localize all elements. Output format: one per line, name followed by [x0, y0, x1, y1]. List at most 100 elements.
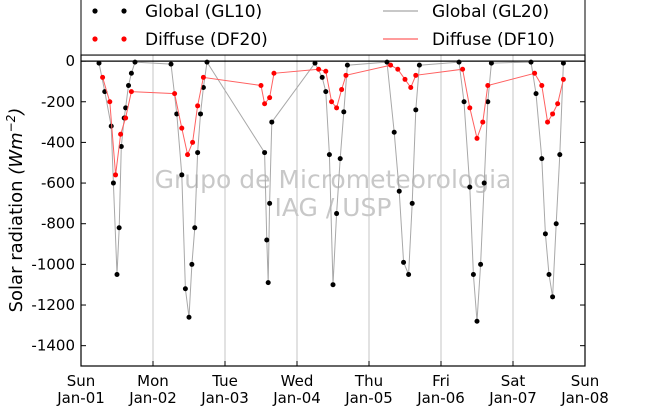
x-tick-label-day: Mon: [137, 372, 169, 390]
grid-layer: [152, 55, 514, 366]
x-tick-label-date: Jan-06: [416, 389, 465, 407]
data-point: [480, 119, 486, 125]
watermark: Grupo de Micrometeorologia IAG / USP: [155, 165, 512, 222]
watermark-line-1: Grupo de Micrometeorologia: [155, 165, 512, 194]
data-point: [474, 135, 480, 141]
data-point: [485, 82, 491, 88]
x-axis: SunJan-01MonJan-02TueJan-03WedJan-04ThuJ…: [56, 361, 609, 407]
data-point: [542, 231, 548, 237]
series-line: [102, 64, 564, 175]
data-point: [118, 143, 124, 149]
y-axis: 0 -200 -400 -600 -800 -1000 -1200 -1400: [31, 52, 585, 355]
y-tick-label: -200: [41, 93, 75, 111]
x-tick-label-day: Wed: [281, 372, 314, 390]
data-point: [186, 314, 192, 320]
data-point: [467, 105, 473, 111]
x-tick-label-day: Sun: [571, 372, 600, 390]
data-point: [100, 74, 106, 80]
data-point: [391, 129, 397, 135]
data-point: [319, 74, 325, 80]
x-tick-label-date: Jan-01: [56, 389, 105, 407]
data-point: [329, 99, 335, 105]
data-point: [560, 76, 566, 82]
data-point: [128, 70, 134, 76]
series-1: [100, 62, 566, 178]
x-tick-label-date: Jan-03: [200, 389, 249, 407]
x-tick-label-day: Fri: [432, 372, 450, 390]
data-point: [179, 172, 185, 178]
data-point: [539, 82, 545, 88]
data-point: [470, 272, 476, 278]
legend-label-diffuse-df20: Diffuse (DF20): [145, 30, 268, 50]
data-point: [126, 82, 132, 88]
data-point: [339, 87, 345, 93]
data-point: [408, 85, 414, 91]
x-tick-label-date: Jan-04: [272, 389, 321, 407]
data-point: [200, 74, 206, 80]
data-point: [546, 272, 552, 278]
data-point: [113, 172, 119, 178]
data-point: [182, 286, 188, 292]
data-point: [195, 103, 201, 109]
data-point: [330, 282, 336, 288]
x-tick-label-day: Sat: [501, 372, 526, 390]
legend-marker-diffuse-df20-b: [121, 36, 127, 42]
data-point: [416, 62, 422, 68]
data-point: [123, 115, 129, 121]
data-point: [323, 68, 329, 74]
legend-label-diffuse-df10: Diffuse (DF10): [432, 30, 555, 50]
data-point: [96, 60, 102, 66]
x-tick-label-date: Jan-07: [488, 389, 537, 407]
data-point: [488, 60, 494, 66]
x-tick-label-date: Jan-08: [560, 389, 609, 407]
data-point: [110, 180, 116, 186]
data-point: [118, 131, 124, 137]
legend-label-global-gl10: Global (GL10): [145, 2, 262, 22]
data-point: [195, 150, 201, 156]
data-point: [269, 119, 275, 125]
data-point: [179, 125, 185, 131]
data-point: [116, 225, 122, 231]
data-point: [200, 85, 206, 91]
y-axis-unit-base: (Wm: [6, 132, 27, 174]
data-point: [172, 91, 178, 97]
data-point: [528, 59, 534, 65]
data-point: [532, 70, 538, 76]
data-point: [264, 237, 270, 243]
data-point: [190, 139, 196, 145]
data-point: [204, 59, 210, 65]
data-point: [316, 66, 322, 72]
data-point: [271, 70, 277, 76]
data-point: [413, 72, 419, 78]
data-point: [401, 259, 407, 265]
data-point: [334, 211, 340, 217]
data-point: [114, 272, 120, 278]
data-point: [555, 101, 561, 107]
y-tick-label: -600: [41, 174, 75, 192]
x-tick-label-date: Jan-02: [128, 389, 177, 407]
data-point: [185, 152, 191, 158]
legend-marker-diffuse-df20-a: [92, 36, 98, 42]
legend-entry-global-gl20: Global (GL20): [383, 2, 549, 22]
data-point: [461, 99, 467, 105]
data-point: [396, 188, 402, 194]
data-point: [550, 111, 556, 117]
data-point: [174, 111, 180, 117]
data-point: [343, 72, 349, 78]
y-axis-title-text: Solar radiation: [6, 180, 27, 312]
data-point: [388, 62, 394, 68]
data-point: [341, 109, 347, 115]
data-point: [326, 152, 332, 158]
y-tick-label: -400: [41, 133, 75, 151]
y-tick-label: -1200: [31, 296, 75, 314]
data-point: [128, 89, 134, 95]
series-0: [96, 59, 566, 324]
x-tick-label-date: Jan-05: [344, 389, 393, 407]
data-point: [474, 318, 480, 324]
series-layer: [96, 59, 566, 324]
data-point: [267, 200, 273, 206]
watermark-line-2: IAG / USP: [275, 193, 392, 222]
data-point: [334, 105, 340, 111]
